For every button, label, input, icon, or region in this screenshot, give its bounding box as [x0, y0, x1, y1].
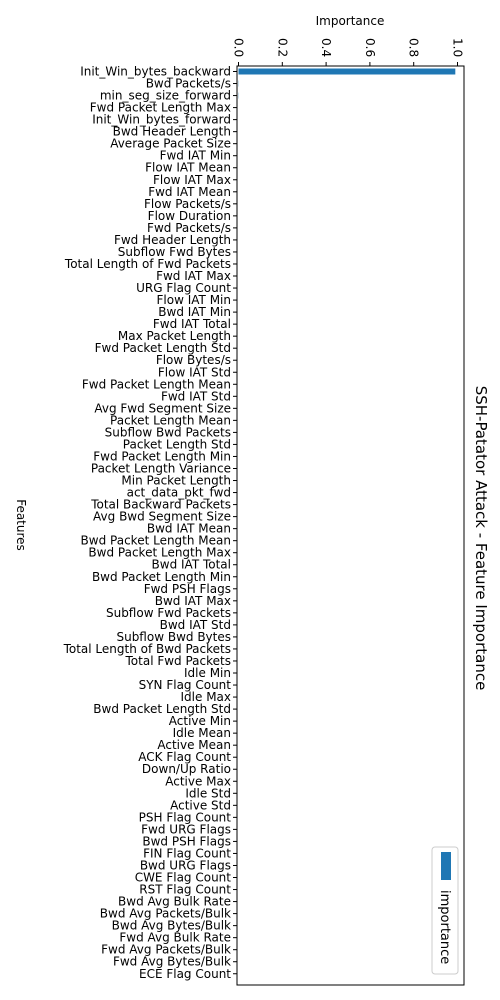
y-tick-label: act_data_pkt_fwd	[127, 486, 231, 500]
bar-1	[238, 68, 456, 75]
y-tick-label: Flow Duration	[148, 209, 231, 223]
y-tick-label: Fwd IAT Min	[160, 149, 231, 163]
y-tick-label: Total Length of Bwd Packets	[63, 642, 231, 656]
y-tick-label: Total Fwd Packets	[125, 654, 232, 668]
y-tick-label: Total Backward Packets	[90, 498, 231, 512]
y-tick-label: Packet Length Mean	[110, 413, 231, 427]
y-tick-label: Average Packet Size	[110, 137, 231, 151]
legend-box	[431, 846, 459, 975]
y-tick-label: Bwd IAT Total	[152, 558, 231, 572]
y-tick-label: Fwd Packets/s	[147, 221, 231, 235]
y-tick-label: Fwd IAT Total	[153, 317, 231, 331]
y-tick-label: Packet Length Variance	[91, 461, 231, 475]
y-tick-label: Bwd PSH Flags	[142, 834, 231, 848]
y-tick-label: Flow Bytes/s	[156, 353, 231, 367]
y-tick-label: Fwd IAT Mean	[148, 185, 231, 199]
x-tick-label: 0.4	[319, 38, 333, 57]
y-tick-label: Bwd Packets/s	[146, 77, 231, 91]
y-tick-label: Bwd Avg Bytes/Bulk	[112, 919, 231, 933]
y-tick-label: Min Packet Length	[121, 474, 231, 488]
legend-swatch	[441, 852, 451, 880]
x-axis-label: Importance	[316, 14, 385, 28]
y-tick-label: Flow IAT Std	[158, 365, 231, 379]
y-tick-label: Avg Bwd Segment Size	[93, 510, 231, 524]
y-tick-label: URG Flag Count	[136, 281, 231, 295]
y-tick-label: Active Mean	[157, 738, 231, 752]
y-tick-label: Fwd Header Length	[114, 233, 231, 247]
y-tick-label: Fwd Avg Packets/Bulk	[101, 943, 231, 957]
y-tick-label: Fwd Packet Length Std	[95, 341, 231, 355]
x-tick-label: 0.2	[275, 38, 289, 57]
y-tick-label: Fwd IAT Std	[161, 389, 231, 403]
plot-frame	[236, 65, 465, 986]
y-tick-label: SYN Flag Count	[139, 678, 232, 692]
y-tick-label: Bwd Avg Packets/Bulk	[100, 907, 231, 921]
y-tick-label: Bwd IAT Mean	[147, 522, 231, 536]
x-tick-label: 0.8	[407, 38, 421, 57]
y-tick-label: Bwd Avg Bulk Rate	[118, 895, 231, 909]
y-tick-label: FIN Flag Count	[143, 846, 231, 860]
y-tick-label: Bwd URG Flags	[140, 858, 231, 872]
y-tick-label: Avg Fwd Segment Size	[94, 401, 231, 415]
y-tick-label: Bwd Packet Length Std	[93, 702, 231, 716]
y-tick-label: Fwd Avg Bulk Rate	[119, 931, 231, 945]
y-tick-label: Fwd Avg Bytes/Bulk	[113, 955, 231, 969]
x-tick-label: 1.0	[451, 38, 465, 57]
y-tick-label: Idle Std	[185, 786, 231, 800]
y-tick-label: Idle Mean	[173, 726, 231, 740]
y-tick-label: Fwd URG Flags	[141, 822, 231, 836]
x-tick-label: 0.6	[363, 38, 377, 57]
y-tick-label: Subflow Bwd Bytes	[116, 630, 231, 644]
y-tick-label: Subflow Fwd Bytes	[118, 245, 231, 259]
y-tick-label: Init_Win_bytes_forward	[92, 113, 231, 127]
y-tick-label: PSH Flag Count	[139, 810, 232, 824]
y-tick-label: Bwd Packet Length Max	[88, 546, 231, 560]
y-tick-label: Active Max	[165, 774, 231, 788]
y-tick-label: Init_Win_bytes_backward	[80, 65, 231, 79]
y-tick-label: Idle Max	[181, 690, 232, 704]
y-tick-label: Fwd Packet Length Min	[93, 449, 231, 463]
y-tick-label: Flow IAT Max	[153, 173, 231, 187]
y-tick-label: Bwd IAT Min	[158, 305, 231, 319]
y-tick-label: Max Packet Length	[118, 329, 231, 343]
y-tick-label: Active Min	[169, 714, 231, 728]
y-tick-label: Bwd IAT Max	[155, 594, 231, 608]
y-tick-label: Bwd Packet Length Min	[92, 570, 231, 584]
y-tick-label: Packet Length Std	[123, 437, 231, 451]
legend-label: importance	[437, 890, 452, 964]
y-tick-label: Fwd PSH Flags	[144, 582, 231, 596]
y-tick-label: ECE Flag Count	[139, 967, 231, 981]
y-tick-label: Subflow Bwd Packets	[105, 425, 231, 439]
y-tick-label: Fwd Packet Length Mean	[82, 377, 231, 391]
y-tick-label: ACK Flag Count	[138, 750, 231, 764]
y-tick-label: min_seg_size_forward	[100, 89, 231, 103]
y-tick-label: Active Std	[170, 798, 231, 812]
y-tick-label: Down/Up Ratio	[142, 762, 231, 776]
y-tick-label: Bwd IAT Std	[160, 618, 231, 632]
x-axis: 0.0 0.2 0.4 0.6 0.8 1.0	[232, 38, 465, 66]
y-tick-label: Subflow Fwd Packets	[106, 606, 231, 620]
x-tick-label: 0.0	[232, 38, 246, 57]
y-tick-label: Bwd Packet Length Mean	[81, 534, 231, 548]
y-axis-label: Features	[14, 499, 28, 551]
y-tick-label: Fwd Packet Length Max	[90, 101, 231, 115]
y-tick-label: Idle Min	[184, 666, 231, 680]
y-tick-label: Flow Packets/s	[144, 197, 231, 211]
y-tick-label: RST Flag Count	[139, 883, 231, 897]
y-tick-label: Total Length of Fwd Packets	[64, 257, 231, 271]
legend: importance	[431, 846, 459, 975]
y-tick-label: Fwd IAT Max	[156, 269, 231, 283]
y-tick-label: Bwd Header Length	[113, 125, 231, 139]
bars-group	[238, 68, 456, 99]
y-tick-label: Flow IAT Min	[157, 293, 231, 307]
y-tick-label: Flow IAT Mean	[145, 161, 231, 175]
chart-title: SSH-Patator Attack - Feature Importance	[472, 386, 490, 691]
y-tick-label: CWE Flag Count	[135, 871, 232, 885]
